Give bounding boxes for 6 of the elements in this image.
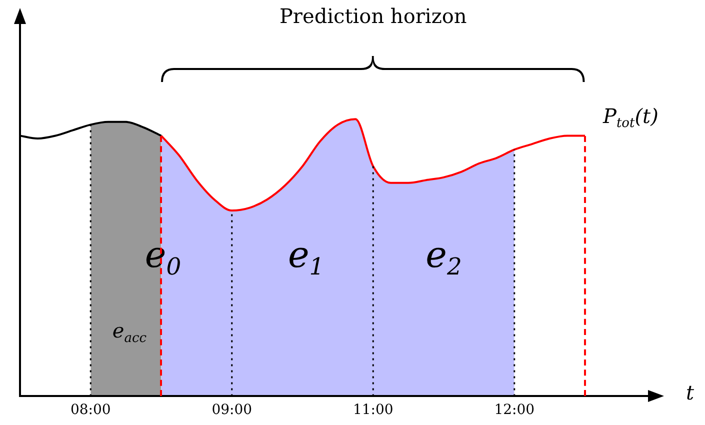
x-axis-title: t [686,380,695,404]
chart-title: Prediction horizon [279,4,467,28]
x-tick-label: 08:00 [70,402,111,418]
x-tick-label: 09:00 [212,402,252,418]
x-tick-label: 11:00 [352,402,394,418]
x-tick-label: 12:00 [494,402,535,418]
